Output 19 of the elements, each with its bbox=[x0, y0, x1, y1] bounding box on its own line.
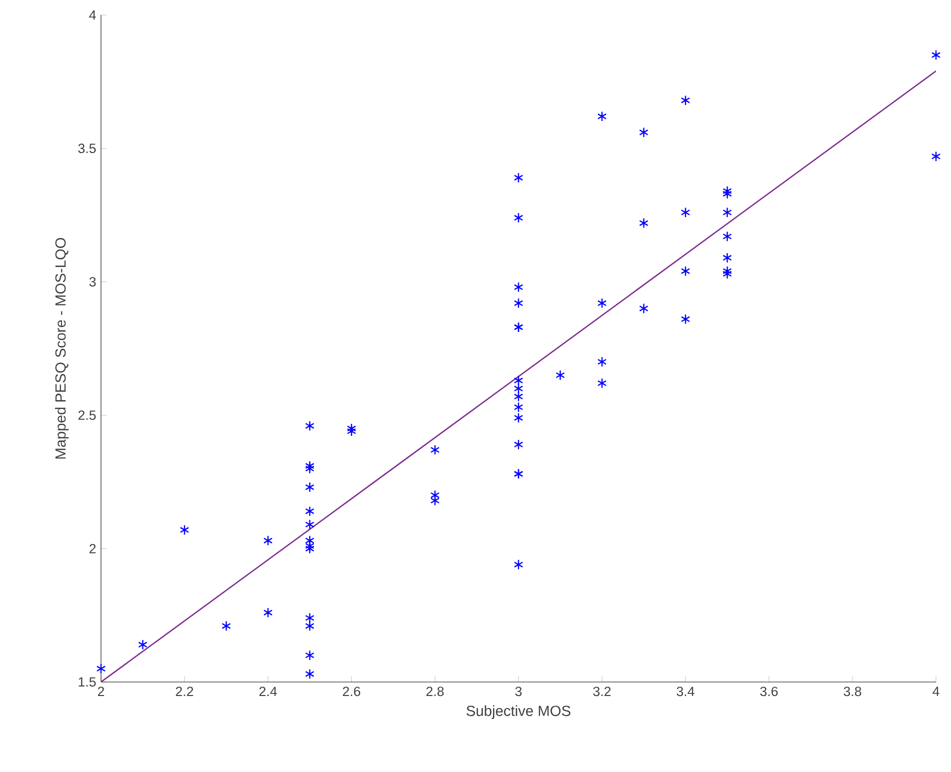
x-axis-title: Subjective MOS bbox=[466, 705, 570, 719]
y-tick-label: 4 bbox=[89, 10, 96, 20]
y-tick-label: 2 bbox=[90, 544, 96, 554]
x-tick-label: 3 bbox=[515, 686, 522, 696]
x-tick-label: 3.2 bbox=[593, 686, 611, 696]
x-tick-label: 3.6 bbox=[760, 686, 778, 696]
x-tick-label: 2.2 bbox=[176, 686, 194, 696]
y-tick-label: 3.5 bbox=[78, 144, 96, 154]
x-tick-label: 2 bbox=[98, 686, 104, 696]
x-tick-label: 3.4 bbox=[676, 686, 694, 696]
x-tick-label: 2.4 bbox=[259, 686, 277, 696]
x-tick-label: 3.8 bbox=[844, 686, 862, 696]
y-tick-label: 2.5 bbox=[78, 410, 96, 420]
y-axis-title: Mapped PESQ Score - MOS-LQO bbox=[54, 238, 69, 459]
y-tick-label: 1.5 bbox=[78, 677, 96, 687]
x-tick-label: 4 bbox=[932, 686, 940, 696]
y-tick-label: 3 bbox=[89, 277, 96, 287]
x-tick-label: 2.8 bbox=[426, 686, 444, 696]
x-tick-label: 2.6 bbox=[342, 686, 360, 696]
